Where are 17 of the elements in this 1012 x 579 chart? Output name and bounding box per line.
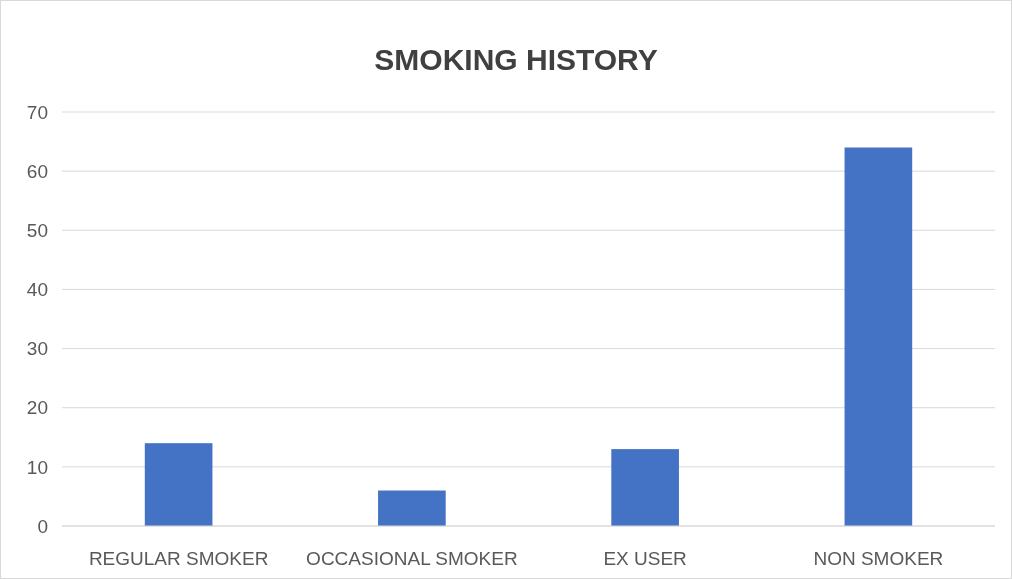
y-tick-label: 60 [26, 160, 48, 182]
bar [844, 147, 913, 526]
y-tick-label: 40 [26, 279, 48, 301]
y-tick-label: 0 [37, 515, 48, 537]
y-tick-label: 70 [26, 101, 48, 123]
y-tick-label: 20 [26, 397, 48, 419]
y-tick-label: 10 [26, 456, 48, 478]
bar [378, 490, 446, 526]
y-tick-label: 30 [26, 338, 48, 360]
bar [611, 449, 679, 526]
x-tick-label: OCCASIONAL SMOKER [306, 548, 518, 569]
x-tick-label: EX USER [603, 548, 687, 569]
chart-title: SMOKING HISTORY [374, 43, 658, 76]
x-tick-label: NON SMOKER [813, 548, 944, 569]
y-tick-label: 50 [26, 219, 48, 241]
bar [144, 443, 213, 526]
x-tick-label: REGULAR SMOKER [88, 548, 269, 569]
